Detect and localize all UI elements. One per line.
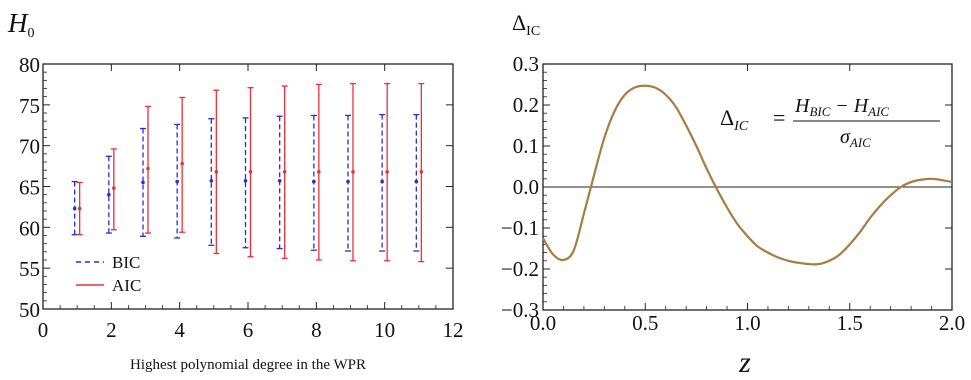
left-xlabel: Highest polynomial degree in the WPR — [130, 357, 366, 373]
left-ytick-label: 80 — [19, 53, 40, 77]
left-series — [71, 82, 425, 263]
point-aic — [317, 170, 321, 174]
right-xtick-label: 0.5 — [632, 311, 658, 335]
point-aic — [248, 170, 253, 174]
left-ytick-label: 50 — [19, 298, 40, 322]
left-xtick-label: 6 — [243, 318, 254, 342]
right-xtick-label: 0.0 — [530, 311, 556, 335]
right-ytick-label: 0.0 — [513, 175, 539, 199]
point-aic — [146, 166, 150, 171]
point-bic — [312, 179, 316, 184]
point-aic — [77, 206, 82, 211]
eq-lhs: ΔIC — [720, 105, 749, 134]
point-bic — [175, 179, 179, 184]
left-xtick-label: 8 — [311, 318, 322, 342]
left-ytick-label: 65 — [19, 176, 40, 200]
point-bic — [141, 180, 145, 185]
left-xtick-label: 4 — [174, 318, 185, 342]
right-ytick-label: −0.3 — [501, 298, 539, 322]
eq-num-a-sub: BIC — [809, 104, 830, 119]
eq-lhs-main: Δ — [720, 105, 734, 130]
eq-num-b: H — [853, 95, 870, 117]
eq-num-a: H — [794, 95, 811, 117]
point-bic — [380, 179, 384, 184]
eq-numerator: HBIC − HAIC — [794, 95, 889, 119]
point-bic — [209, 178, 214, 183]
point-bic — [72, 206, 77, 211]
legend-aic-label: AIC — [112, 276, 141, 295]
right-xlabel: z — [738, 346, 751, 379]
left-ylabel-sub: 0 — [28, 26, 35, 41]
eq-denominator: σAIC — [840, 126, 871, 150]
right-ytick-label: −0.2 — [501, 257, 539, 281]
legend-bic-label: BIC — [112, 253, 140, 272]
right-ticks: 0.0 0.5 1.0 1.5 2.0 −0.3 −0.2 −0.1 0.0 0.1 0.2 0.3 — [501, 52, 965, 335]
eq-equals: = — [773, 105, 785, 130]
left-ylabel: H0 — [7, 8, 35, 41]
right-ytick-label: 0.2 — [513, 93, 539, 117]
point-aic — [385, 170, 389, 174]
eq-lhs-sub: IC — [733, 119, 749, 134]
point-aic — [419, 170, 424, 174]
left-xtick-label: 12 — [443, 318, 464, 342]
point-bic — [414, 179, 419, 184]
right-ylabel: ΔIC — [512, 10, 540, 39]
left-ytick-label: 75 — [19, 94, 40, 118]
left-plot-frame — [42, 63, 454, 310]
left-legend: BIC AIC — [76, 253, 141, 295]
right-ylabel-main: Δ — [512, 10, 526, 35]
equation-annotation: ΔIC = HBIC − HAIC σAIC — [720, 95, 940, 150]
right-chart: 0.0 0.5 1.0 1.5 2.0−0.3−0.2−0.10.00.10.20.3 … — [501, 10, 965, 379]
point-aic — [112, 186, 116, 190]
left-xtick-label: 10 — [374, 318, 395, 342]
right-ytick-label: −0.1 — [501, 216, 539, 240]
right-xtick-label: 1.5 — [837, 311, 863, 335]
right-ylabel-sub: IC — [526, 24, 540, 39]
point-aic — [351, 170, 355, 174]
left-xtick-label: 2 — [106, 318, 117, 342]
left-xtick-label: 0 — [38, 318, 49, 342]
right-ytick-label: 0.3 — [513, 52, 539, 76]
point-bic — [243, 178, 248, 183]
left-ytick-label: 60 — [19, 216, 40, 240]
left-ytick-label: 70 — [19, 135, 40, 159]
point-bic — [277, 178, 282, 183]
left-ylabel-main: H — [7, 8, 29, 38]
eq-num-b-sub: AIC — [867, 104, 889, 119]
point-bic — [107, 192, 111, 197]
right-xtick-label: 1.0 — [734, 311, 760, 335]
left-ticks: 0 2 4 6 8 10 12 50 55 60 65 70 75 80 — [19, 53, 464, 342]
right-xtick-label: 2.0 — [939, 311, 965, 335]
eq-den-sub: AIC — [849, 135, 871, 150]
eq-den: σ — [840, 126, 851, 148]
point-aic — [282, 170, 287, 174]
right-ytick-label: 0.1 — [513, 134, 539, 158]
point-aic — [214, 170, 219, 174]
point-aic — [180, 161, 184, 166]
eq-minus: − — [836, 95, 847, 117]
point-bic — [346, 179, 350, 184]
left-ytick-label: 55 — [19, 257, 40, 281]
delta-ic-curve — [542, 84, 953, 266]
